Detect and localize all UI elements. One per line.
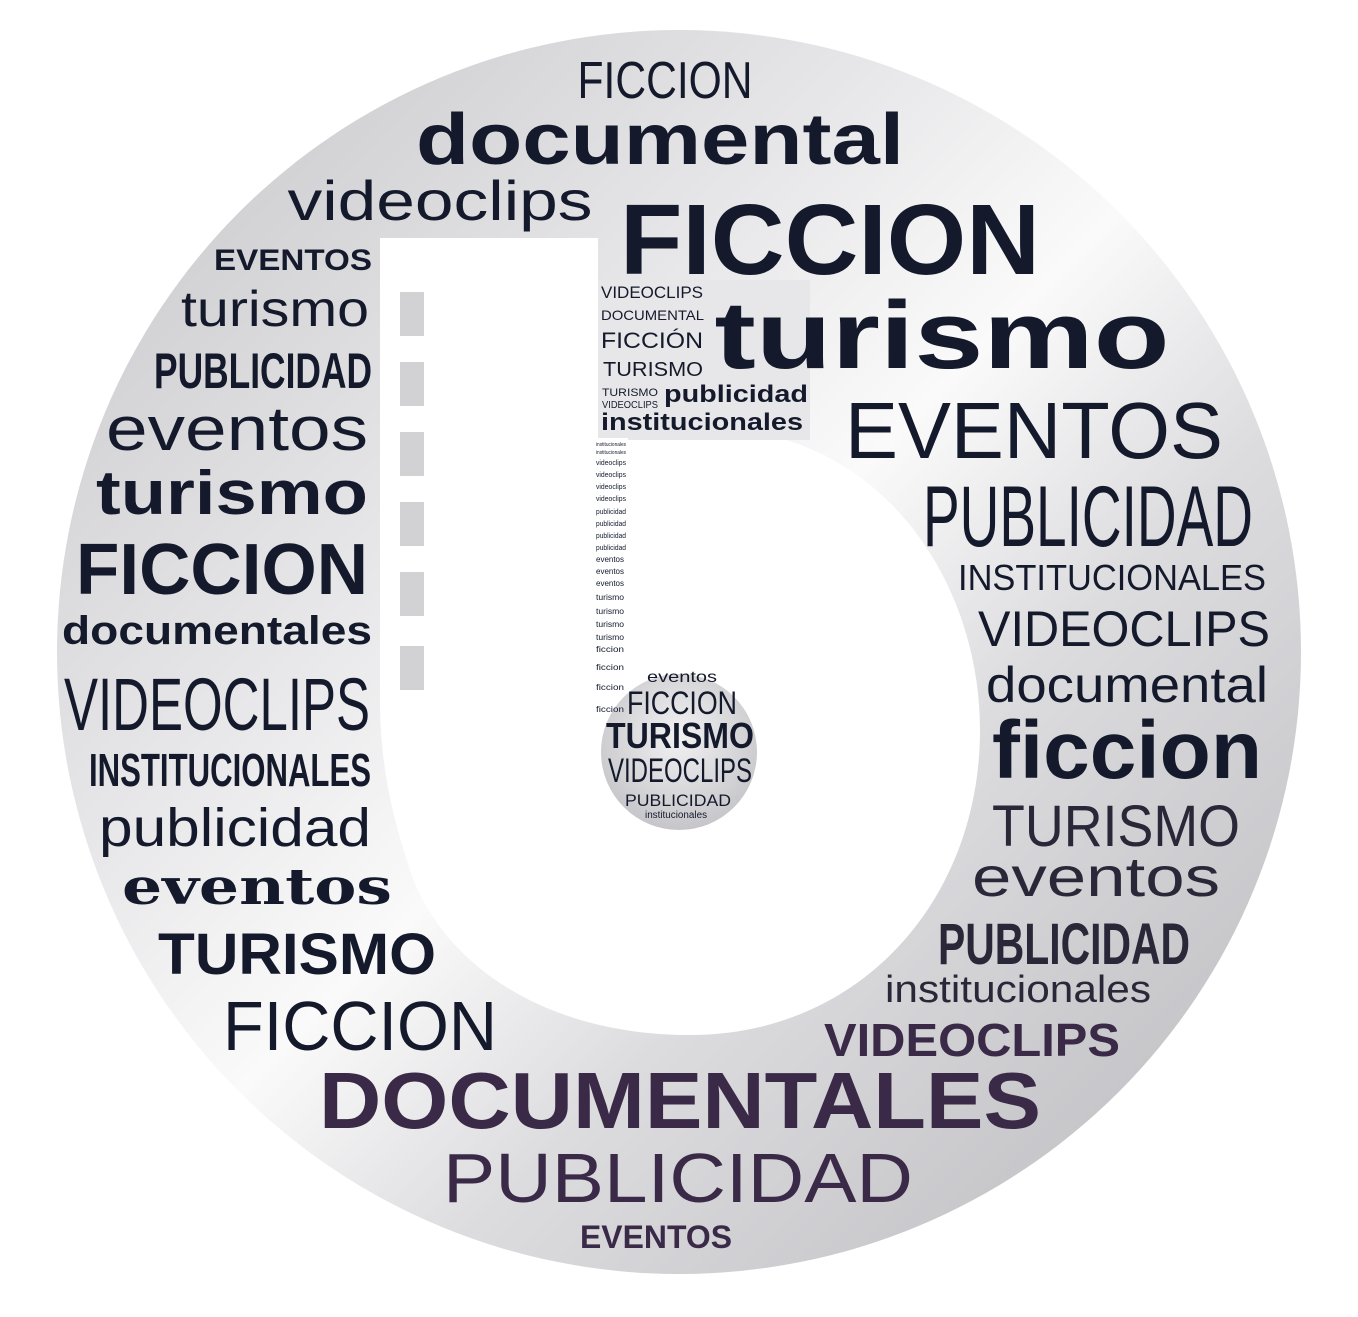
word: eventos bbox=[122, 857, 392, 916]
stem-words: VIDEOCLIPS DOCUMENTAL FICCIÓN TURISMO TU… bbox=[601, 283, 808, 436]
word: documental bbox=[416, 100, 904, 180]
word: eventos bbox=[647, 669, 717, 686]
word: documental bbox=[986, 657, 1268, 713]
word: eventos bbox=[106, 395, 368, 464]
word: PUBLICIDAD bbox=[443, 1139, 913, 1217]
word: publicidad bbox=[664, 381, 808, 408]
word: TURISMO bbox=[603, 359, 703, 381]
word: videoclips bbox=[596, 472, 626, 479]
word: DOCUMENTAL bbox=[601, 307, 704, 323]
word: FICCIÓN bbox=[601, 328, 703, 353]
word: videoclips bbox=[596, 496, 626, 503]
word: publicidad bbox=[99, 798, 371, 858]
word: videoclips bbox=[596, 484, 626, 491]
word: ficcion bbox=[596, 663, 624, 672]
word: institucionales bbox=[601, 409, 803, 436]
word: VIDEOCLIPS bbox=[602, 400, 658, 411]
word: eventos bbox=[596, 555, 624, 564]
stem-strip bbox=[592, 438, 628, 720]
word: FICCION bbox=[76, 530, 368, 610]
word: EVENTOS bbox=[214, 244, 372, 277]
word: INSTITUCIONALES bbox=[89, 744, 371, 796]
word: TURISMO bbox=[992, 794, 1240, 859]
film-hole bbox=[400, 572, 424, 616]
word: turismo bbox=[181, 281, 369, 337]
word: VIDEOCLIPS bbox=[64, 663, 370, 746]
word: turismo bbox=[596, 633, 625, 642]
word: PUBLICIDAD bbox=[625, 791, 731, 810]
word: PUBLICIDAD bbox=[923, 469, 1253, 565]
film-hole bbox=[400, 362, 424, 406]
word: VIDEOCLIPS bbox=[601, 283, 703, 302]
word: TURISMO bbox=[606, 715, 754, 756]
word: institucionales bbox=[645, 810, 707, 821]
word: INSTITUCIONALES bbox=[958, 557, 1266, 598]
word: publicidad bbox=[596, 509, 626, 516]
film-hole bbox=[400, 502, 424, 546]
word: VIDEOCLIPS bbox=[978, 601, 1270, 657]
word: ficcion bbox=[596, 683, 624, 692]
word: institucionales bbox=[885, 969, 1151, 1011]
inner-dot bbox=[601, 674, 757, 830]
word: videoclips bbox=[288, 169, 593, 232]
stem-panel bbox=[598, 280, 810, 440]
word: FICCION bbox=[627, 685, 737, 721]
word: VIDEOCLIPS bbox=[824, 1014, 1120, 1066]
word: institucionales bbox=[596, 442, 626, 448]
word: publicidad bbox=[596, 533, 626, 540]
word: ficcion bbox=[596, 645, 624, 654]
word: TURISMO bbox=[602, 387, 658, 399]
ring-words: FICCION documental videoclips FICCION EV… bbox=[62, 52, 1270, 1255]
word: turismo bbox=[596, 593, 625, 602]
word: FICCION bbox=[578, 52, 753, 110]
word: documentales bbox=[62, 609, 372, 653]
word: turismo bbox=[715, 282, 1170, 389]
word: publicidad bbox=[596, 545, 626, 552]
word: eventos bbox=[596, 579, 624, 588]
word: FICCION bbox=[223, 987, 497, 1065]
dot-words: eventos FICCION TURISMO VIDEOCLIPS PUBLI… bbox=[606, 669, 754, 821]
word: PUBLICIDAD bbox=[938, 912, 1190, 977]
word: ficcion bbox=[596, 705, 624, 714]
word: institucionales bbox=[596, 450, 626, 456]
film-hole bbox=[400, 432, 424, 476]
word: DOCUMENTALES bbox=[319, 1056, 1041, 1145]
b-letter-shape bbox=[380, 238, 980, 1035]
word: EVENTOS bbox=[845, 386, 1223, 475]
word: eventos bbox=[972, 845, 1220, 908]
film-hole bbox=[400, 646, 424, 690]
word: EVENTOS bbox=[580, 1219, 732, 1255]
film-strip bbox=[400, 292, 424, 690]
word: VIDEOCLIPS bbox=[608, 752, 752, 790]
word: turismo bbox=[596, 620, 625, 629]
word: PUBLICIDAD bbox=[154, 343, 372, 399]
word: turismo bbox=[596, 607, 625, 616]
tiny-words-column: institucionales institucionales videocli… bbox=[596, 442, 626, 714]
word: videoclips bbox=[596, 460, 626, 467]
word: turismo bbox=[96, 459, 368, 528]
word: eventos bbox=[596, 567, 624, 576]
word: publicidad bbox=[596, 521, 626, 528]
film-hole bbox=[400, 292, 424, 336]
word: TURISMO bbox=[158, 922, 436, 987]
word: FICCION bbox=[620, 184, 1040, 296]
word: ficcion bbox=[992, 705, 1262, 796]
